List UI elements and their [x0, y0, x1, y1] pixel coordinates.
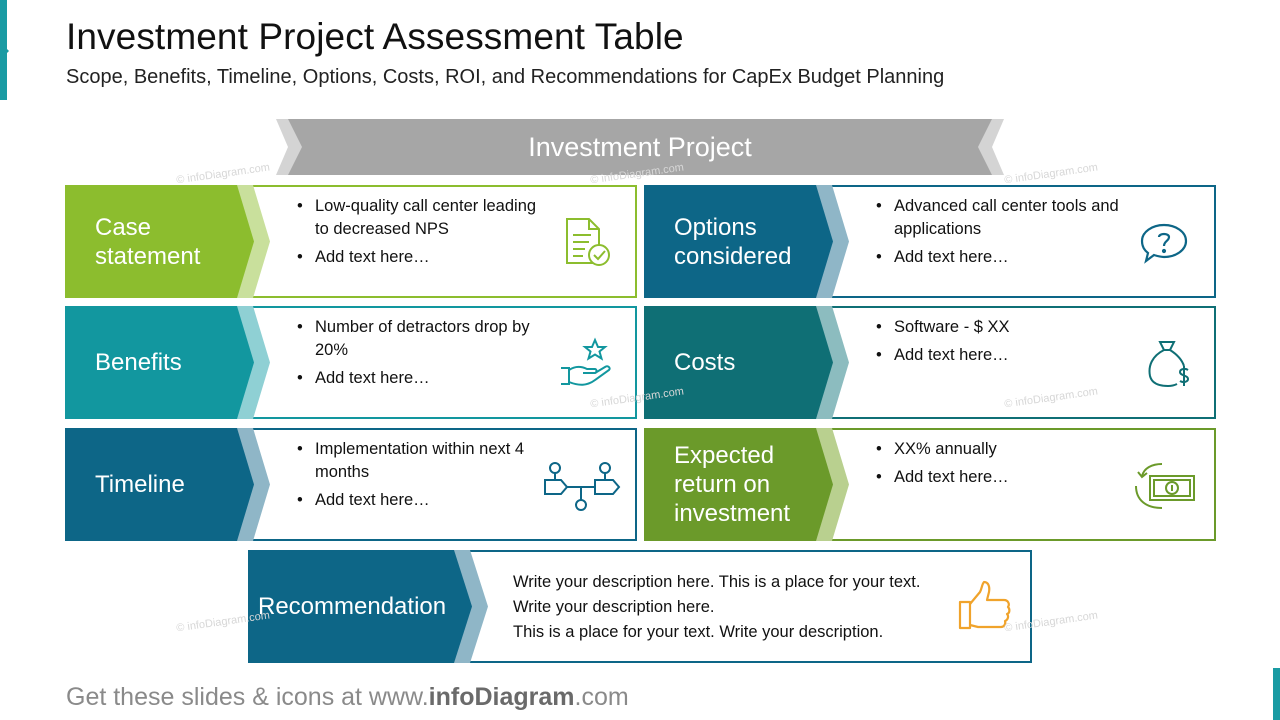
card-title: Costs	[674, 349, 736, 376]
bullet-list: Low-quality call center leading to decre…	[295, 195, 545, 274]
card-expected-roi: Expected return on investment XX% annual…	[644, 428, 1216, 541]
bullet-item: Add text here…	[295, 367, 545, 390]
bullet-item: Add text here…	[295, 246, 545, 269]
bullet-item: Low-quality call center leading to decre…	[295, 195, 545, 241]
bullet-item: Implementation within next 4 months	[295, 438, 545, 484]
card-options-considered: Options considered Advanced call center …	[644, 185, 1216, 298]
card-benefits: Benefits Number of detractors drop by 20…	[65, 306, 637, 419]
question-speech-bubble-icon	[1140, 223, 1188, 264]
hand-star-icon	[561, 337, 611, 386]
card-case-statement: Case statement Low-quality call center l…	[65, 185, 637, 298]
header-arrow	[65, 185, 270, 298]
card-costs: Costs Software - $ XX Add text here…	[644, 306, 1216, 419]
banner-title: Investment Project	[528, 132, 752, 162]
bullet-list: Advanced call center tools and applicati…	[874, 195, 1124, 274]
bullet-list: Number of detractors drop by 20% Add tex…	[295, 316, 545, 395]
money-return-icon	[1135, 463, 1195, 509]
card-recommendation: Recommendation Write your description he…	[248, 550, 1032, 663]
banner-ribbon	[276, 119, 1004, 175]
card-header: Recommendation	[248, 550, 488, 663]
card-title: Options considered	[674, 213, 792, 270]
header-arrow	[644, 428, 849, 541]
header-arrow	[644, 185, 849, 298]
right-accent-bar	[1273, 668, 1280, 720]
document-check-icon	[566, 218, 610, 266]
watermark: © infoDiagram.com	[1003, 161, 1099, 187]
header-arrow	[248, 550, 488, 663]
card-header: Benefits	[65, 306, 270, 419]
footer-prefix: Get these slides & icons at www.	[66, 683, 429, 711]
card-header: Timeline	[65, 428, 270, 541]
bullet-item: Add text here…	[874, 466, 1124, 489]
process-flow-icon	[544, 462, 621, 511]
bullet-list: Software - $ XX Add text here…	[874, 316, 1124, 372]
page-subtitle: Scope, Benefits, Timeline, Options, Cost…	[66, 66, 945, 88]
watermark: © infoDiagram.com	[175, 161, 271, 187]
bullet-item: Add text here…	[295, 489, 545, 512]
bullet-item: Number of detractors drop by 20%	[295, 316, 545, 362]
card-title: Benefits	[95, 349, 182, 376]
bullet-list: XX% annually Add text here…	[874, 438, 1124, 494]
bullet-list: Implementation within next 4 months Add …	[295, 438, 545, 517]
card-header: Costs	[644, 306, 849, 419]
left-accent-notch	[0, 42, 9, 60]
card-title: Case statement	[95, 213, 201, 270]
card-title: Timeline	[95, 471, 185, 498]
header-arrow	[65, 428, 270, 541]
bullet-item: Advanced call center tools and applicati…	[874, 195, 1124, 241]
card-title: Expected return on investment	[674, 442, 791, 527]
card-title: Recommendation	[258, 592, 447, 620]
bullet-item: Add text here…	[874, 246, 1124, 269]
card-header: Case statement	[65, 185, 270, 298]
footer-link[interactable]: Get these slides & icons at www.infoDiag…	[66, 683, 629, 712]
recommendation-description: Write your description here. This is a p…	[513, 570, 933, 645]
bullet-item: Software - $ XX	[874, 316, 1124, 339]
footer-suffix: .com	[574, 683, 629, 711]
header-arrow	[644, 306, 849, 419]
thumbs-up-icon	[958, 580, 1011, 630]
footer-brand: infoDiagram	[428, 683, 575, 711]
money-bag-icon	[1148, 341, 1190, 388]
bullet-item: XX% annually	[874, 438, 1124, 461]
bullet-item: Add text here…	[874, 344, 1124, 367]
card-header: Expected return on investment	[644, 428, 849, 541]
page-title: Investment Project Assessment Table	[66, 16, 684, 57]
card-timeline: Timeline Implementation within next 4 mo…	[65, 428, 637, 541]
investment-project-banner: Investment Project	[276, 119, 1004, 175]
description-line: Write your description here. This is a p…	[513, 573, 921, 616]
header-arrow	[65, 306, 270, 419]
description-line: This is a place for your text. Write you…	[513, 623, 884, 641]
card-header: Options considered	[644, 185, 849, 298]
